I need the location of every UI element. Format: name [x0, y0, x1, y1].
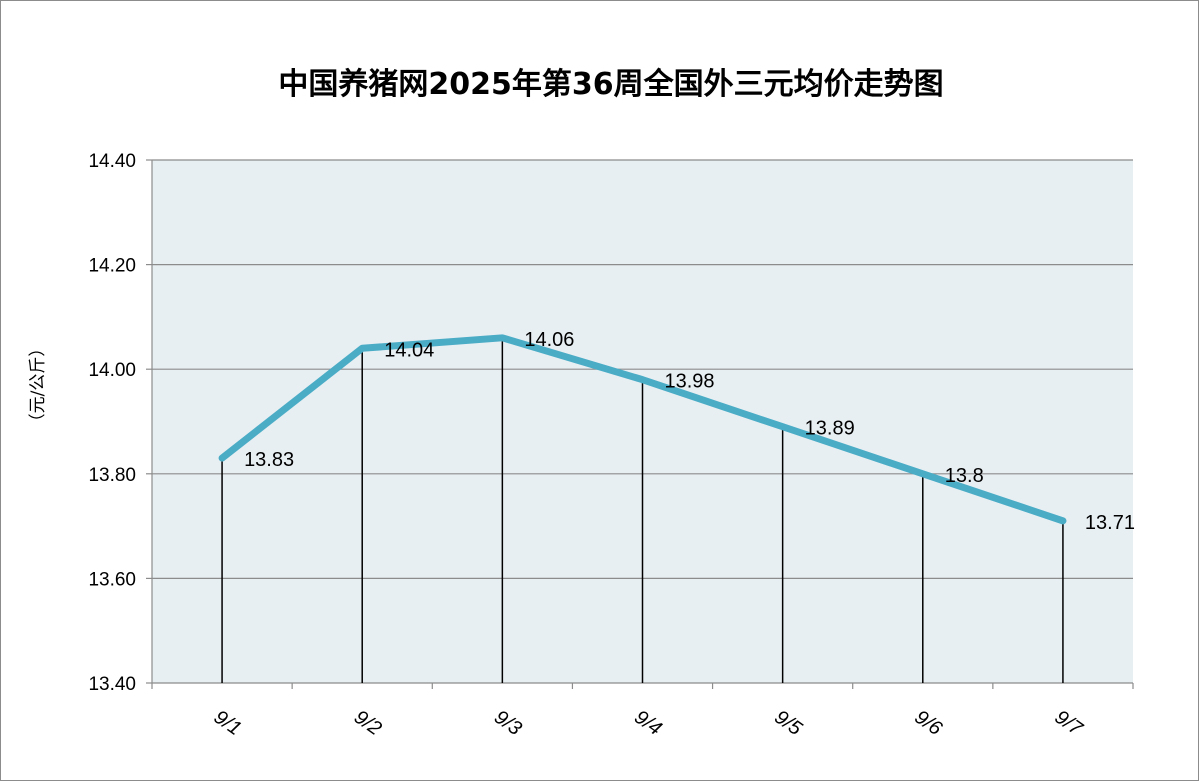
x-tick-label-6: 9/7: [1051, 706, 1087, 740]
x-tick-label-1: 9/2: [350, 706, 385, 740]
data-labels: 13.83 14.04 14.06 13.98 13.89 13.8 13.71: [244, 329, 1135, 534]
data-label-0: 13.83: [244, 449, 294, 471]
y-tick-label-4: 14.20: [88, 256, 136, 277]
chart-title: 中国养猪网2025年第36周全国外三元均价走势图: [278, 67, 943, 102]
x-tick-label-0: 9/1: [210, 706, 245, 740]
data-label-2: 14.06: [524, 329, 574, 351]
data-label-3: 13.98: [665, 371, 715, 393]
y-tick-label-0: 13.40: [88, 674, 136, 695]
y-tick-label-2: 13.80: [88, 465, 136, 486]
series-line: [218, 334, 1067, 525]
data-label-1: 14.04: [384, 339, 434, 361]
y-tick-label-1: 13.60: [88, 569, 136, 590]
data-label-6: 13.71: [1085, 512, 1135, 534]
x-tick-label-4: 9/5: [770, 706, 806, 740]
x-tick-label-5: 9/6: [911, 706, 947, 740]
y-tick-label-5: 14.40: [88, 151, 136, 172]
data-label-4: 13.89: [805, 418, 855, 440]
y-tick-label-3: 14.00: [88, 360, 136, 381]
y-tick-labels: 13.40 13.60 13.80 14.00 14.20 14.40: [88, 151, 136, 695]
data-label-5: 13.8: [945, 465, 984, 487]
x-tick-label-3: 9/4: [630, 706, 665, 740]
x-tick-label-2: 9/3: [490, 706, 525, 740]
y-axis-label: （元/公斤）: [28, 340, 48, 431]
series: [218, 334, 1067, 525]
x-tick-labels: 9/1 9/2 9/3 9/4 9/5 9/6 9/7: [210, 706, 1087, 740]
drop-lines: [221, 337, 1064, 683]
